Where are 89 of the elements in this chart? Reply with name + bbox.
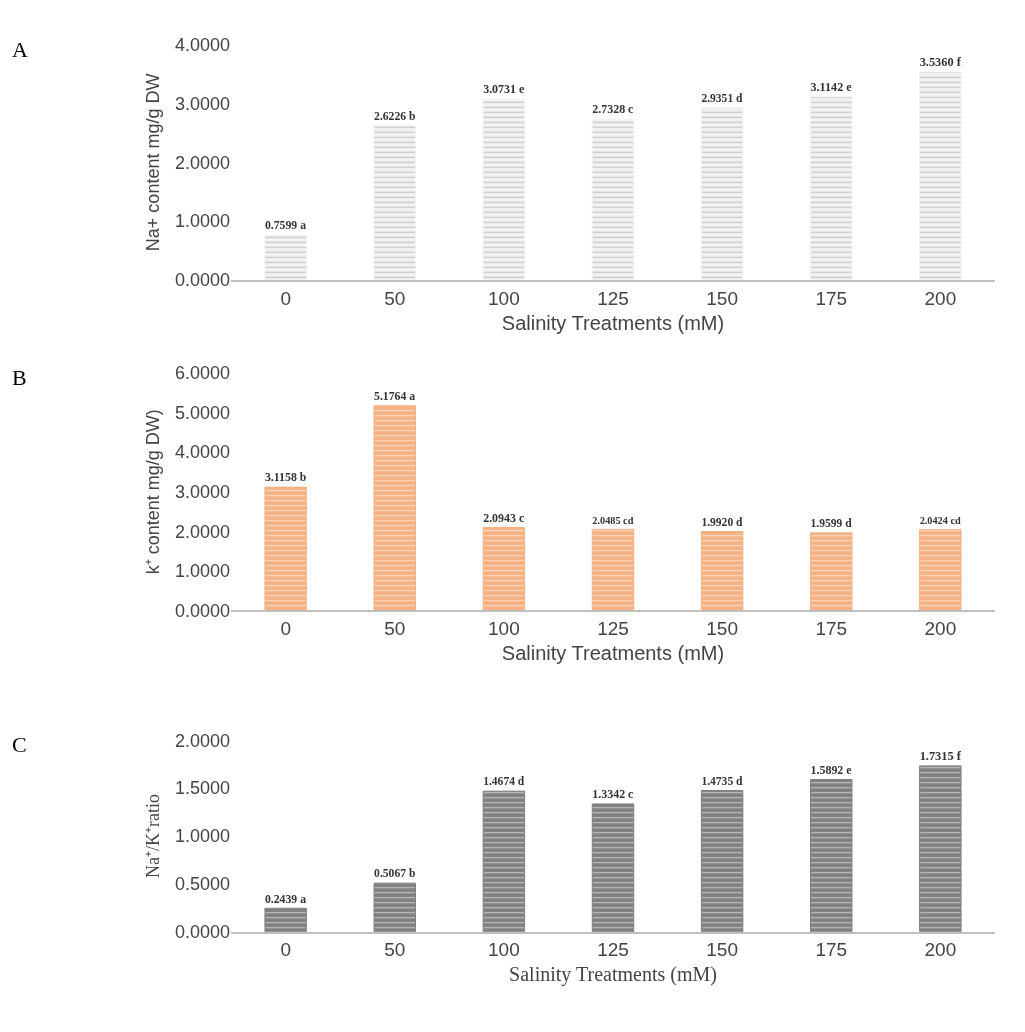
y-tick-label: 1.0000 [175,211,231,232]
bar [264,486,307,611]
y-tick-label: 1.0000 [175,561,231,582]
data-label: 2.7328 c [592,102,634,117]
bar [810,779,853,932]
x-tick-label: 0 [280,618,291,640]
y-tick-label: 2.0000 [175,521,231,542]
y-tick-label: 5.0000 [175,402,231,423]
x-tick-label: 150 [706,287,738,309]
x-tick-label: 200 [924,618,957,640]
data-label: 1.4674 d [483,775,525,788]
bar [919,71,962,280]
data-label: 0.7599 a [264,219,307,233]
bar [373,882,416,932]
x-axis-title: Salinity Treatments (mM) [501,311,725,334]
y-tick-label: 0.0000 [175,270,231,291]
x-tick-label: 125 [597,287,629,309]
y-tick-label: 4.0000 [175,35,231,56]
y-tick-label: 0.0000 [175,600,231,621]
bar [373,125,416,280]
x-tick-label: 200 [924,939,957,961]
bar [810,532,853,611]
bar [919,765,962,932]
x-tick-label: 125 [597,939,629,961]
data-label: 0.5067 b [374,867,416,881]
x-tick-label: 50 [384,939,406,961]
x-tick-label: 150 [706,618,738,640]
x-tick-label: 175 [815,287,848,309]
x-tick-label: 100 [488,287,520,309]
data-label: 0.2439 a [264,892,307,906]
x-tick-label: 50 [384,287,406,309]
x-tick-label: 100 [488,618,520,640]
x-tick-label: 150 [706,939,738,961]
data-label: 1.9920 d [701,515,744,528]
y-tick-label: 0.0000 [175,921,231,942]
bar [700,790,744,932]
bar [482,526,526,611]
y-axis-title: Na⁺/K⁺ratio [143,793,164,878]
bar [810,96,853,280]
bar [591,528,635,611]
bar [264,234,307,280]
y-tick-label: 2.0000 [175,730,231,751]
y-tick-label: 2.0000 [175,152,231,173]
y-tick-label: 0.5000 [175,874,231,895]
x-axis-title: Salinity Treatments (mM) [501,642,725,665]
bar [919,529,962,611]
bar [373,405,416,611]
x-tick-label: 200 [924,287,957,309]
data-label: 3.1142 e [810,80,853,94]
data-label: 1.4735 d [701,774,744,787]
data-label: 2.6226 b [374,110,416,124]
x-tick-label: 50 [384,618,406,640]
bar [264,907,307,932]
y-tick-label: 1.5000 [175,778,231,799]
x-axis-title: Salinity Treatments (mM) [509,963,717,987]
data-label: 1.3342 c [592,787,634,802]
x-tick-label: 0 [280,939,291,961]
bar [700,106,744,280]
x-tick-label: 0 [280,287,291,309]
data-label: 2.0943 c [483,510,525,525]
bar [591,118,635,280]
bar [591,803,635,932]
x-tick-label: 100 [488,939,520,961]
data-label: 2.0485 cd [592,514,634,526]
data-label: 1.5892 e [810,762,852,777]
data-label: 5.1764 a [374,389,416,403]
data-label: 3.0731 e [483,82,525,97]
y-axis-title: Na+ content mg/g DW [143,73,164,252]
data-label: 3.5360 f [919,55,962,70]
bar [700,531,744,611]
y-tick-label: 3.0000 [175,93,231,114]
data-label: 1.9599 d [810,517,853,530]
y-tick-label: 6.0000 [175,363,231,384]
x-tick-label: 175 [815,939,848,961]
y-tick-label: 1.0000 [175,826,231,847]
bar [482,98,526,280]
y-tick-label: 3.0000 [175,481,231,502]
bar [482,790,526,932]
y-axis-title: k⁺ content mg/g DW) [143,409,164,575]
text: B [12,365,27,390]
data-label: 3.1158 b [264,470,307,485]
x-tick-label: 175 [815,618,848,640]
x-tick-label: 125 [597,618,629,640]
y-tick-label: 4.0000 [175,442,231,463]
data-label: 1.7315 f [919,748,962,763]
data-label: 2.0424 cd [919,515,961,527]
data-label: 2.9351 d [701,91,744,104]
text: A [12,37,28,62]
text: C [12,732,27,757]
